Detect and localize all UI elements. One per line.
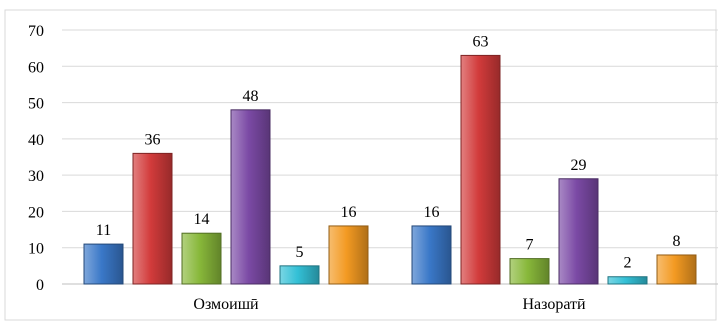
y-tick-label: 60	[28, 59, 44, 76]
bar	[181, 232, 222, 285]
bar	[132, 152, 173, 285]
data-label: 14	[194, 211, 210, 228]
data-labels: 11 36 14 48 5 16 16 63 7 29 2 8	[96, 33, 681, 271]
y-tick-label: 10	[28, 241, 44, 258]
category-label: Назоратӣ	[522, 296, 586, 313]
y-tick-label: 70	[28, 23, 44, 40]
bar	[558, 178, 599, 285]
bar	[83, 243, 124, 285]
y-axis-ticks: 0 10 20 30 40 50 60 70	[28, 23, 44, 294]
y-tick-label: 50	[28, 96, 44, 113]
data-label: 63	[473, 33, 489, 50]
bar	[656, 254, 697, 285]
data-label: 16	[424, 204, 440, 221]
category-label: Озмоишӣ	[193, 296, 259, 313]
bar	[328, 225, 369, 285]
bar	[279, 265, 320, 285]
y-tick-label: 30	[28, 168, 44, 185]
data-label: 7	[526, 237, 534, 254]
bar	[230, 109, 271, 285]
bar	[460, 54, 501, 285]
bar	[607, 276, 648, 285]
y-tick-label: 40	[28, 132, 44, 149]
data-label: 36	[145, 131, 161, 148]
chart-frame	[4, 9, 717, 321]
y-tick-label: 20	[28, 204, 44, 221]
y-tick-label: 0	[36, 277, 44, 294]
data-label: 11	[96, 222, 111, 239]
bar	[509, 258, 550, 285]
bar	[411, 225, 452, 285]
data-label: 48	[243, 88, 259, 105]
x-axis-categories: Озмоишӣ Назоратӣ	[193, 296, 586, 313]
data-label: 5	[296, 244, 304, 261]
data-label: 8	[673, 233, 681, 250]
data-label: 16	[341, 204, 357, 221]
bars	[83, 54, 697, 285]
data-label: 2	[624, 255, 632, 272]
data-label: 29	[571, 157, 587, 174]
